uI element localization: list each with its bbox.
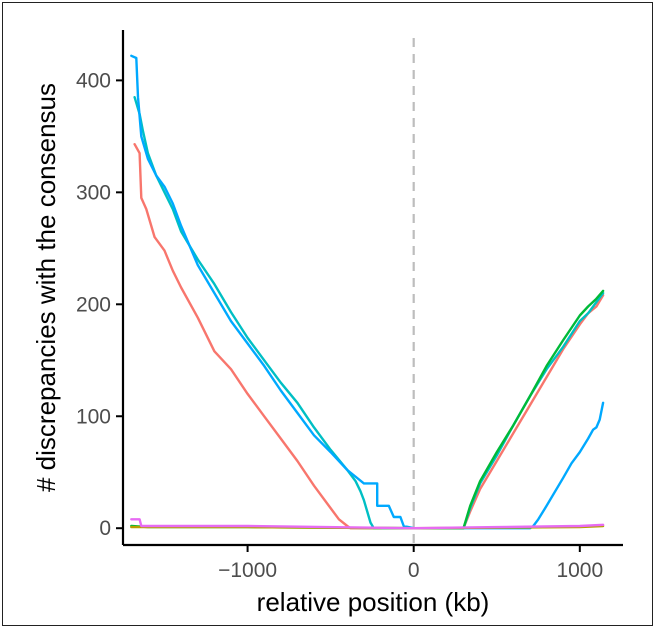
y-tick-label: 300 — [76, 181, 111, 204]
series-line-2 — [133, 96, 605, 530]
x-tick-label: −1000 — [218, 559, 277, 582]
y-tick-label: 0 — [99, 517, 111, 540]
x-tick-label: 1000 — [556, 559, 603, 582]
y-tick-label: 200 — [76, 293, 111, 316]
y-tick-label: 100 — [76, 405, 111, 428]
y-axis-title: # discrepancies with the consensus — [31, 83, 61, 492]
y-tick-label: 400 — [76, 69, 111, 92]
x-axis-title: relative position (kb) — [257, 587, 490, 617]
series-line-1 — [133, 143, 605, 530]
series-line-3 — [130, 54, 605, 530]
series-line-6 — [130, 518, 605, 530]
x-tick-label: 0 — [408, 559, 420, 582]
